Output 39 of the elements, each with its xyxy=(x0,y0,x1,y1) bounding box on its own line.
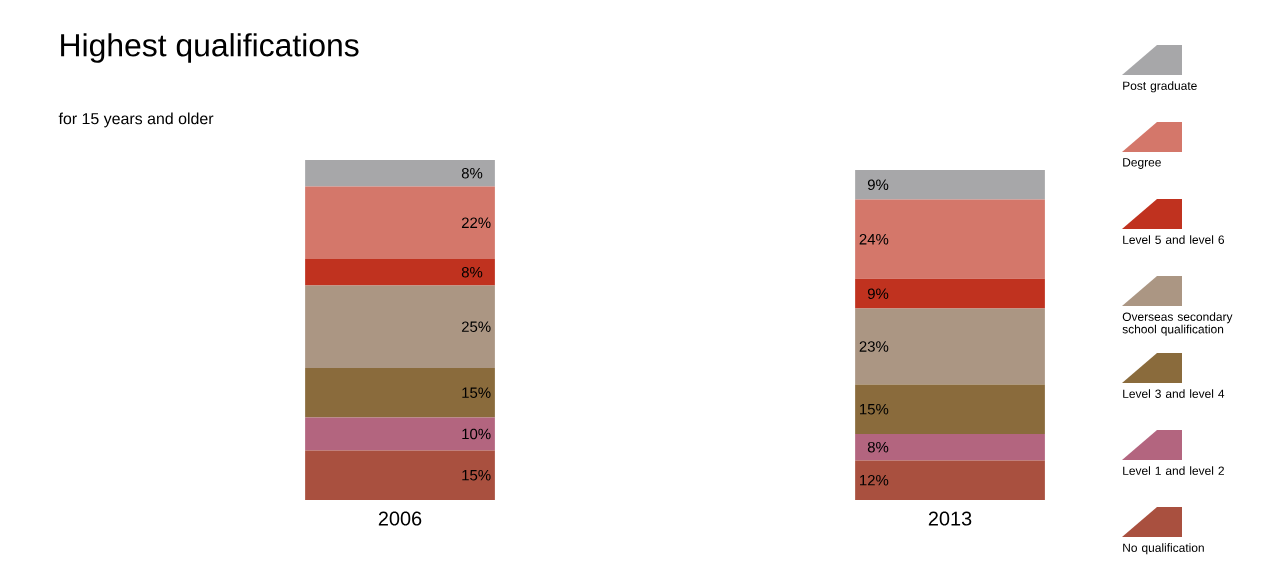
bar xyxy=(855,460,1045,500)
bar xyxy=(855,278,1045,309)
bar xyxy=(855,384,1045,434)
text: Overseas secondary school qualification xyxy=(1122,312,1233,336)
data-label: 8% xyxy=(867,441,889,453)
data-label: 15% xyxy=(860,403,889,415)
bar xyxy=(305,186,495,260)
data-label: 8% xyxy=(461,167,483,179)
text: No qualification xyxy=(1123,543,1204,555)
chart-title: Highest qualifications xyxy=(61,33,359,63)
data-label: 9% xyxy=(867,288,889,299)
bar xyxy=(855,308,1045,385)
x-tick-label: 2006 xyxy=(378,511,422,526)
data-label: 25% xyxy=(461,321,491,332)
data-label: 15% xyxy=(462,387,491,398)
bar xyxy=(305,417,495,451)
data-label: 8% xyxy=(461,266,483,278)
data-label: 24% xyxy=(859,233,889,245)
x-tick-label: 2013 xyxy=(928,511,972,526)
text: Degree xyxy=(1123,158,1161,169)
text: Level 3 and level 4 xyxy=(1123,389,1225,398)
data-label: 12% xyxy=(860,474,889,486)
data-label: 23% xyxy=(859,341,889,352)
text: Level 5 and level 6 xyxy=(1123,235,1225,244)
text: Post graduate xyxy=(1123,81,1197,93)
chart-subtitle: for 15 years and older xyxy=(58,112,214,128)
bar xyxy=(305,259,495,286)
data-label: 15% xyxy=(462,469,491,481)
bar xyxy=(305,285,495,368)
data-label: 10% xyxy=(462,428,491,440)
data-label: 9% xyxy=(867,179,889,191)
bar xyxy=(855,433,1045,461)
text: Level 1 and level 2 xyxy=(1123,466,1224,475)
data-label: 22% xyxy=(461,217,491,228)
bar xyxy=(305,367,495,418)
bar xyxy=(305,160,495,187)
bar xyxy=(305,450,495,500)
bar xyxy=(855,169,1045,200)
bar xyxy=(855,199,1045,279)
